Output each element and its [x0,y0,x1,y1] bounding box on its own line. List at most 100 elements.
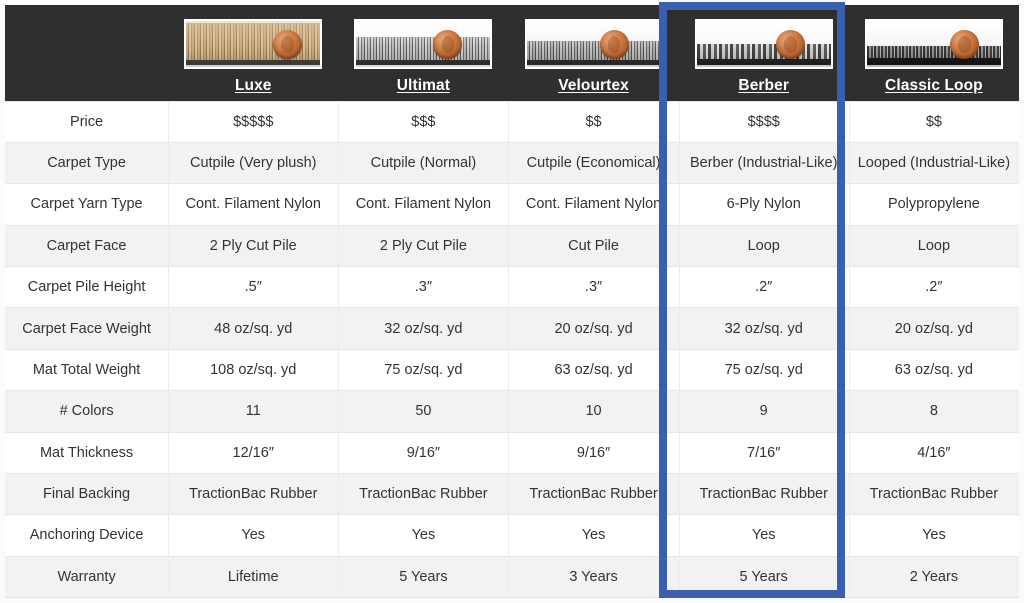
product-name-label: Ultimat [396,76,450,94]
cell-final-backing-ultimat: TractionBac Rubber [338,472,509,516]
cell-warranty-berber: 5 Years [678,555,849,599]
penny-icon [599,29,629,59]
header-row: Luxe Ultimat [5,5,1019,101]
product-header-berber[interactable]: Berber [678,5,849,101]
cell-carpet-pile-height-luxe: .5″ [168,265,339,309]
cell-anchoring-device-ultimat: Yes [338,514,509,557]
cell-carpet-face-velourtex: Cut Pile [508,224,679,268]
cell-carpet-face-weight-luxe: 48 oz/sq. yd [168,307,339,350]
penny-icon [775,29,805,59]
cell-carpet-face-classic-loop: Loop [848,224,1019,268]
cell-anchoring-device-classic-loop: Yes [848,514,1019,557]
table-row: Final Backing TractionBac Rubber Tractio… [5,472,1019,516]
cell-carpet-pile-height-velourtex: .3″ [508,265,679,309]
cell-final-backing-velourtex: TractionBac Rubber [508,472,679,516]
product-header-ultimat[interactable]: Ultimat [338,5,509,101]
carpet-cross-section-with-penny-icon [694,18,833,69]
product-name-label: Luxe [234,76,272,94]
table-header: Luxe Ultimat [5,5,1019,101]
comparison-table-container: Luxe Ultimat [5,5,1019,599]
table-row: Warranty Lifetime 5 Years 3 Years 5 Year… [5,555,1019,599]
product-name-label: Velourtex [558,76,629,94]
cell-carpet-yarn-type-classic-loop: Polypropylene [848,183,1019,226]
product-header-velourtex[interactable]: Velourtex [508,5,679,101]
product-name-label: Classic Loop [885,76,983,94]
cell-carpet-face-ultimat: 2 Ply Cut Pile [338,224,509,268]
table-row: Carpet Yarn Type Cont. Filament Nylon Co… [5,183,1019,226]
product-header-classic-loop[interactable]: Classic Loop [848,5,1019,101]
cell-carpet-yarn-type-berber: 6-Ply Nylon [678,183,849,226]
cell-price-ultimat: $$$ [338,100,509,143]
cell-price-classic-loop: $$ [848,100,1019,143]
cell-carpet-yarn-type-ultimat: Cont. Filament Nylon [338,183,509,226]
cell-carpet-pile-height-ultimat: .3″ [338,265,509,309]
cell-mat-total-weight-luxe: 108 oz/sq. yd [168,348,339,392]
row-label-mat-total-weight: Mat Total Weight [5,348,169,392]
row-label-warranty: Warranty [5,555,169,599]
cell-carpet-type-luxe: Cutpile (Very plush) [168,141,339,185]
table-row: Carpet Type Cutpile (Very plush) Cutpile… [5,141,1019,185]
row-label-carpet-face-weight: Carpet Face Weight [5,307,169,350]
cell-mat-thickness-ultimat: 9/16″ [338,431,509,474]
cell-carpet-pile-height-berber: .2″ [678,265,849,309]
cell-mat-total-weight-classic-loop: 63 oz/sq. yd [848,348,1019,392]
carpet-cross-section-with-penny-icon [354,18,493,69]
cell-warranty-luxe: Lifetime [168,555,339,599]
table-row: Carpet Face Weight 48 oz/sq. yd 32 oz/sq… [5,307,1019,350]
cell-mat-total-weight-berber: 75 oz/sq. yd [678,348,849,392]
cell-mat-total-weight-velourtex: 63 oz/sq. yd [508,348,679,392]
cell-price-berber: $$$$ [678,100,849,143]
table-row: # Colors 11 50 10 9 8 [5,390,1019,433]
penny-icon [273,29,303,59]
cell-carpet-face-berber: Loop [678,224,849,268]
cell-carpet-pile-height-classic-loop: .2″ [848,265,1019,309]
cell-final-backing-berber: TractionBac Rubber [678,472,849,516]
cell-mat-total-weight-ultimat: 75 oz/sq. yd [338,348,509,392]
row-label-carpet-face: Carpet Face [5,224,169,268]
carpet-cross-section-with-penny-icon [524,18,663,69]
cell-warranty-ultimat: 5 Years [338,555,509,599]
cell-num-colors-classic-loop: 8 [848,390,1019,433]
table-row: Mat Thickness 12/16″ 9/16″ 9/16″ 7/16″ 4… [5,431,1019,474]
cell-carpet-yarn-type-velourtex: Cont. Filament Nylon [508,183,679,226]
row-label-mat-thickness: Mat Thickness [5,431,169,474]
cell-price-velourtex: $$ [508,100,679,143]
penny-icon [433,29,463,59]
cell-final-backing-classic-loop: TractionBac Rubber [848,472,1019,516]
carpet-cross-section-with-penny-icon [864,18,1003,69]
row-label-num-colors: # Colors [5,390,169,433]
table-row: Mat Total Weight 108 oz/sq. yd 75 oz/sq.… [5,348,1019,392]
cell-warranty-velourtex: 3 Years [508,555,679,599]
row-label-final-backing: Final Backing [5,472,169,516]
cell-carpet-face-weight-ultimat: 32 oz/sq. yd [338,307,509,350]
table-row: Carpet Face 2 Ply Cut Pile 2 Ply Cut Pil… [5,224,1019,268]
header-corner-cell [5,5,169,101]
cell-final-backing-luxe: TractionBac Rubber [168,472,339,516]
table-body: Price $$$$$ $$$ $$ $$$$ $$ Carpet Type C… [5,100,1019,599]
product-name-label: Berber [738,76,789,94]
row-label-anchoring-device: Anchoring Device [5,514,169,557]
row-label-carpet-type: Carpet Type [5,141,169,185]
cell-mat-thickness-berber: 7/16″ [678,431,849,474]
table-row: Anchoring Device Yes Yes Yes Yes Yes [5,514,1019,557]
cell-mat-thickness-velourtex: 9/16″ [508,431,679,474]
table-row: Carpet Pile Height .5″ .3″ .3″ .2″ .2″ [5,265,1019,309]
cell-carpet-face-weight-berber: 32 oz/sq. yd [678,307,849,350]
table-row: Price $$$$$ $$$ $$ $$$$ $$ [5,100,1019,143]
cell-carpet-face-weight-velourtex: 20 oz/sq. yd [508,307,679,350]
penny-icon [949,29,979,59]
cell-num-colors-berber: 9 [678,390,849,433]
cell-num-colors-luxe: 11 [168,390,339,433]
cell-anchoring-device-berber: Yes [678,514,849,557]
product-header-luxe[interactable]: Luxe [168,5,339,101]
cell-mat-thickness-luxe: 12/16″ [168,431,339,474]
carpet-cross-section-with-penny-icon [184,18,323,69]
cell-num-colors-velourtex: 10 [508,390,679,433]
cell-warranty-classic-loop: 2 Years [848,555,1019,599]
row-label-price: Price [5,100,169,143]
cell-carpet-type-velourtex: Cutpile (Economical) [508,141,679,185]
row-label-carpet-yarn-type: Carpet Yarn Type [5,183,169,226]
cell-carpet-yarn-type-luxe: Cont. Filament Nylon [168,183,339,226]
row-label-carpet-pile-height: Carpet Pile Height [5,265,169,309]
